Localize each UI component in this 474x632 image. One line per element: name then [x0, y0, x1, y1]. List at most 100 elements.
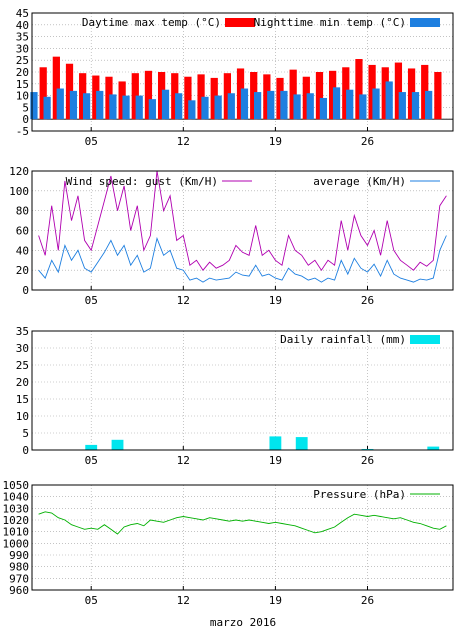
min-temp-bar — [385, 81, 393, 120]
x-tick-label: 12 — [177, 594, 190, 607]
y-tick-label: 990 — [9, 549, 29, 562]
max-temp-bar — [92, 75, 100, 120]
max-temp-bar — [421, 64, 429, 120]
rainfall-bar — [269, 436, 282, 450]
max-temp-bar — [381, 67, 389, 120]
series-line — [38, 235, 447, 283]
y-tick-label: 80 — [16, 205, 29, 218]
y-tick-label: 30 — [16, 42, 29, 55]
max-temp-bar — [210, 77, 218, 120]
min-temp-bar — [411, 92, 420, 120]
y-tick-label: 5 — [22, 427, 29, 440]
x-tick-label: 26 — [361, 454, 374, 467]
y-tick-label: 100 — [9, 185, 29, 198]
legend-swatch — [225, 18, 255, 27]
legend-label: average (Km/H) — [313, 175, 406, 188]
series-line — [38, 170, 447, 272]
max-temp-bar — [105, 76, 113, 120]
min-temp-bar — [306, 93, 314, 120]
x-tick-label: 12 — [177, 135, 190, 148]
y-tick-label: 0 — [22, 444, 29, 457]
min-temp-bar — [122, 95, 130, 120]
y-tick-label: 1010 — [3, 526, 30, 539]
max-temp-bar — [250, 72, 258, 120]
rainfall-bar — [295, 437, 308, 450]
y-tick-label: 40 — [16, 19, 29, 32]
min-temp-bar — [332, 87, 341, 120]
max-temp-bar — [342, 67, 350, 120]
max-temp-bar — [184, 76, 192, 120]
y-tick-label: 40 — [16, 244, 29, 257]
y-tick-label: 10 — [16, 410, 29, 423]
y-tick-label: 0 — [22, 284, 29, 297]
wind-speed-chart: 0 20 40 60 80 100 120 05 12 19 26 Wind speed: gust … — [9, 165, 454, 307]
min-temp-bar — [346, 89, 354, 120]
y-tick-label: 45 — [16, 7, 29, 20]
month-label: marzo 2016 — [210, 616, 276, 629]
y-tick-label: 1050 — [3, 479, 30, 492]
y-tick-label: 120 — [9, 165, 29, 178]
legend: Pressure (hPa) — [313, 488, 440, 501]
y-tick-label: 1030 — [3, 502, 30, 515]
max-temp-bar — [329, 70, 337, 120]
min-temp-bar — [30, 92, 38, 120]
max-temp-bar — [157, 72, 166, 120]
y-tick-label: 960 — [9, 584, 29, 597]
min-temp-bar — [43, 96, 51, 120]
x-tick-label: 05 — [85, 594, 98, 607]
x-tick-label: 19 — [269, 135, 282, 148]
min-temp-bar — [253, 92, 262, 120]
plot-frame — [31, 12, 454, 132]
rainfall-bar — [111, 439, 124, 450]
y-tick-label: 25 — [16, 54, 29, 67]
y-tick-label: 1000 — [3, 537, 30, 550]
max-temp-bar — [144, 70, 153, 120]
min-temp-bar — [240, 88, 249, 120]
max-temp-bar — [368, 64, 376, 120]
legend-label: Daily rainfall (mm) — [280, 333, 406, 346]
rainfall-bar — [361, 448, 374, 450]
y-tick-label: 10 — [16, 90, 29, 103]
x-tick-label: 26 — [361, 594, 374, 607]
min-temp-bar — [135, 95, 143, 120]
min-temp-bar — [359, 94, 367, 120]
x-tick-label: 26 — [361, 135, 374, 148]
x-tick-label: 12 — [177, 294, 190, 307]
x-tick-label: 19 — [269, 454, 282, 467]
max-temp-bar — [263, 74, 271, 120]
y-tick-label: 15 — [16, 393, 29, 406]
y-tick-label: -5 — [16, 125, 29, 138]
max-temp-bar — [131, 73, 139, 120]
max-temp-bar — [434, 72, 442, 120]
min-temp-bar — [425, 90, 433, 120]
min-temp-bar — [280, 90, 288, 120]
min-temp-bar — [293, 94, 301, 120]
max-temp-bar — [276, 77, 284, 120]
legend-label: Nighttime min temp (°C) — [254, 16, 406, 29]
plot-frame — [31, 170, 454, 291]
min-temp-bar — [267, 90, 275, 120]
min-temp-bar — [372, 88, 380, 120]
series-line — [38, 511, 447, 535]
min-temp-bar — [227, 93, 235, 120]
plot-frame — [31, 330, 454, 451]
x-tick-label: 19 — [269, 594, 282, 607]
rainfall-bar — [85, 444, 98, 450]
min-temp-bar — [319, 97, 328, 120]
max-temp-bar — [39, 67, 47, 120]
min-temp-bar — [148, 99, 156, 120]
x-tick-label: 12 — [177, 454, 190, 467]
legend: Daily rainfall (mm) — [280, 333, 440, 346]
y-tick-label: 970 — [9, 572, 29, 585]
min-temp-bar — [69, 90, 78, 120]
y-tick-label: 0 — [22, 113, 29, 126]
y-tick-label: 15 — [16, 78, 29, 91]
y-tick-label: 1020 — [3, 514, 30, 527]
legend-label: Daytime max temp (°C) — [82, 16, 221, 29]
max-temp-bar — [302, 76, 310, 120]
min-temp-bar — [82, 93, 91, 120]
